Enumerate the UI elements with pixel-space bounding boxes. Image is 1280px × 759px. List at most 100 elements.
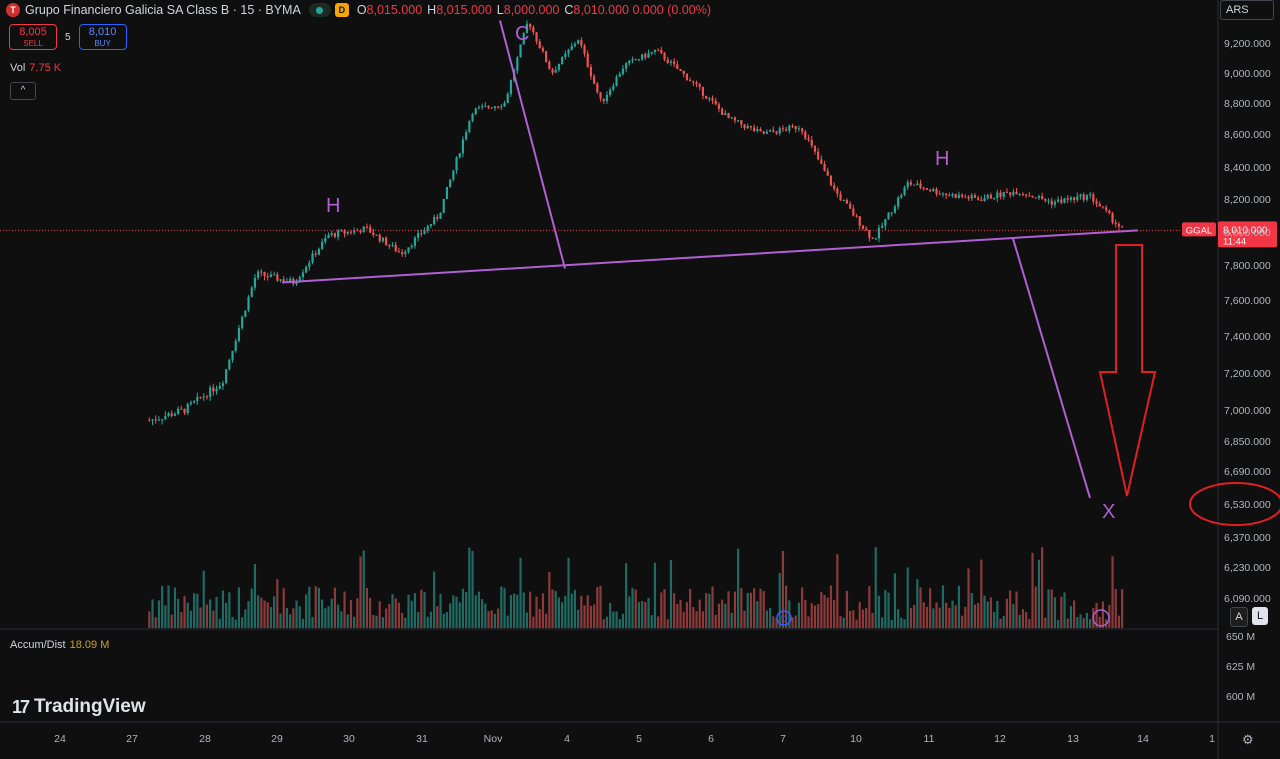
candle-body xyxy=(874,238,877,240)
candle-body xyxy=(183,408,186,413)
volume-bar xyxy=(570,593,573,628)
candle-body xyxy=(1025,194,1028,196)
candle-body xyxy=(756,129,759,132)
candle-body xyxy=(813,145,817,152)
volume-bar xyxy=(801,587,804,628)
symbol-title[interactable]: Grupo Financiero Galicia SA Class B · 15… xyxy=(25,3,301,17)
log-scale-button[interactable]: L xyxy=(1252,607,1268,625)
candle-body xyxy=(532,27,535,33)
volume-bar xyxy=(260,597,263,628)
price-tick-label: 6,690.000 xyxy=(1224,466,1271,478)
low-value: 8,000.000 xyxy=(503,3,560,17)
volume-bar xyxy=(215,596,218,628)
volume-bar xyxy=(564,595,567,628)
sell-button[interactable]: 8,005 SELL xyxy=(9,24,57,50)
candle-body xyxy=(858,216,861,226)
candle-body xyxy=(727,113,730,119)
candle-body xyxy=(365,226,369,228)
volume-bar xyxy=(413,593,417,628)
volume-bar xyxy=(762,591,765,628)
time-tick-label: 24 xyxy=(54,733,66,745)
accum-dist-label: Accum/Dist xyxy=(10,639,66,651)
candle-body xyxy=(1044,198,1047,201)
volume-bar xyxy=(525,612,529,628)
volume-bar xyxy=(279,613,282,628)
candle-body xyxy=(1012,191,1015,196)
candle-body xyxy=(817,151,820,160)
candle-body xyxy=(849,203,852,209)
candle-body xyxy=(1101,206,1105,208)
volume-bar xyxy=(285,607,289,628)
volume-bar xyxy=(765,610,769,628)
candle-body xyxy=(362,226,365,233)
volume-bar xyxy=(951,600,954,628)
volume-bar xyxy=(1114,589,1117,628)
volume-bar xyxy=(653,562,657,628)
candle-body xyxy=(346,231,349,234)
volume-bar xyxy=(893,573,897,628)
volume-bar xyxy=(621,613,625,628)
candle-body xyxy=(436,217,439,219)
volume-bar xyxy=(637,602,641,628)
symbol-header[interactable]: T Grupo Financiero Galicia SA Class B · … xyxy=(6,1,716,19)
volume-bar xyxy=(1082,618,1085,628)
volume-bar xyxy=(1069,606,1073,628)
time-axis[interactable]: 24 27 28 29 30 31 Nov 4 5 6 7 10 11 12 13 14 1 xyxy=(54,733,1215,745)
candle-body xyxy=(653,49,657,52)
candle-body xyxy=(657,49,660,51)
price-tick-label: 7,200.000 xyxy=(1224,368,1271,380)
candle-body xyxy=(925,188,929,190)
volume-bar xyxy=(426,616,429,628)
target-projection-line xyxy=(1012,238,1091,499)
candle-body xyxy=(1053,201,1057,205)
time-tick-label: 4 xyxy=(564,733,570,745)
volume-bar xyxy=(337,604,340,628)
volume-legend[interactable]: Vol 7.75 K xyxy=(10,62,61,74)
candle-body xyxy=(189,402,193,404)
price-tick-label: 8,800.000 xyxy=(1224,98,1271,110)
candle-body xyxy=(151,419,154,421)
candle-body xyxy=(842,199,845,201)
candle-body xyxy=(852,208,855,216)
volume-bar xyxy=(1073,600,1076,628)
price-axis[interactable]: 9,200.000 9,000.000 8,800.000 8,600.000 8,40… xyxy=(1224,38,1271,605)
candle-body xyxy=(602,98,605,102)
candle-body xyxy=(215,388,218,392)
buy-button[interactable]: 8,010 BUY xyxy=(78,24,127,50)
volume-bar xyxy=(577,609,580,628)
accum-dist-legend[interactable]: Accum/Dist 18.09 M xyxy=(10,639,109,651)
spread-value: 5 xyxy=(65,31,71,43)
volume-bar xyxy=(161,586,164,628)
volume-bar xyxy=(861,609,865,628)
candle-body xyxy=(551,69,554,73)
candle-body xyxy=(1018,194,1021,196)
time-tick-label: 31 xyxy=(416,733,428,745)
volume-bar xyxy=(695,611,698,628)
candle-body xyxy=(273,274,276,276)
volume-bar xyxy=(890,619,893,628)
tradingview-logo[interactable]: 17 TradingView xyxy=(12,696,146,718)
currency-selector[interactable]: ARS xyxy=(1220,0,1274,20)
delayed-data-icon[interactable]: D xyxy=(334,3,349,17)
candle-body xyxy=(650,51,653,54)
volume-bar xyxy=(407,594,410,628)
candle-body xyxy=(157,419,161,421)
volume-bar xyxy=(157,600,161,628)
candle-body xyxy=(973,195,977,198)
volume-bar xyxy=(967,568,970,628)
candle-body xyxy=(506,93,509,104)
candle-body xyxy=(231,350,234,360)
settings-gear-icon[interactable]: ⚙ xyxy=(1242,732,1254,747)
volume-bar xyxy=(813,605,817,628)
candle-body xyxy=(452,170,455,180)
candle-body xyxy=(340,230,343,232)
volume-bar xyxy=(1025,611,1028,628)
auto-scale-button[interactable]: A xyxy=(1230,607,1248,627)
volume-bar xyxy=(509,595,513,628)
volume-bar xyxy=(583,605,586,628)
collapse-legend-icon[interactable]: ^ xyxy=(10,82,36,100)
candle-body xyxy=(321,241,324,249)
last-price-text: 8,010.000 xyxy=(1223,225,1268,236)
candle-body xyxy=(516,57,519,71)
